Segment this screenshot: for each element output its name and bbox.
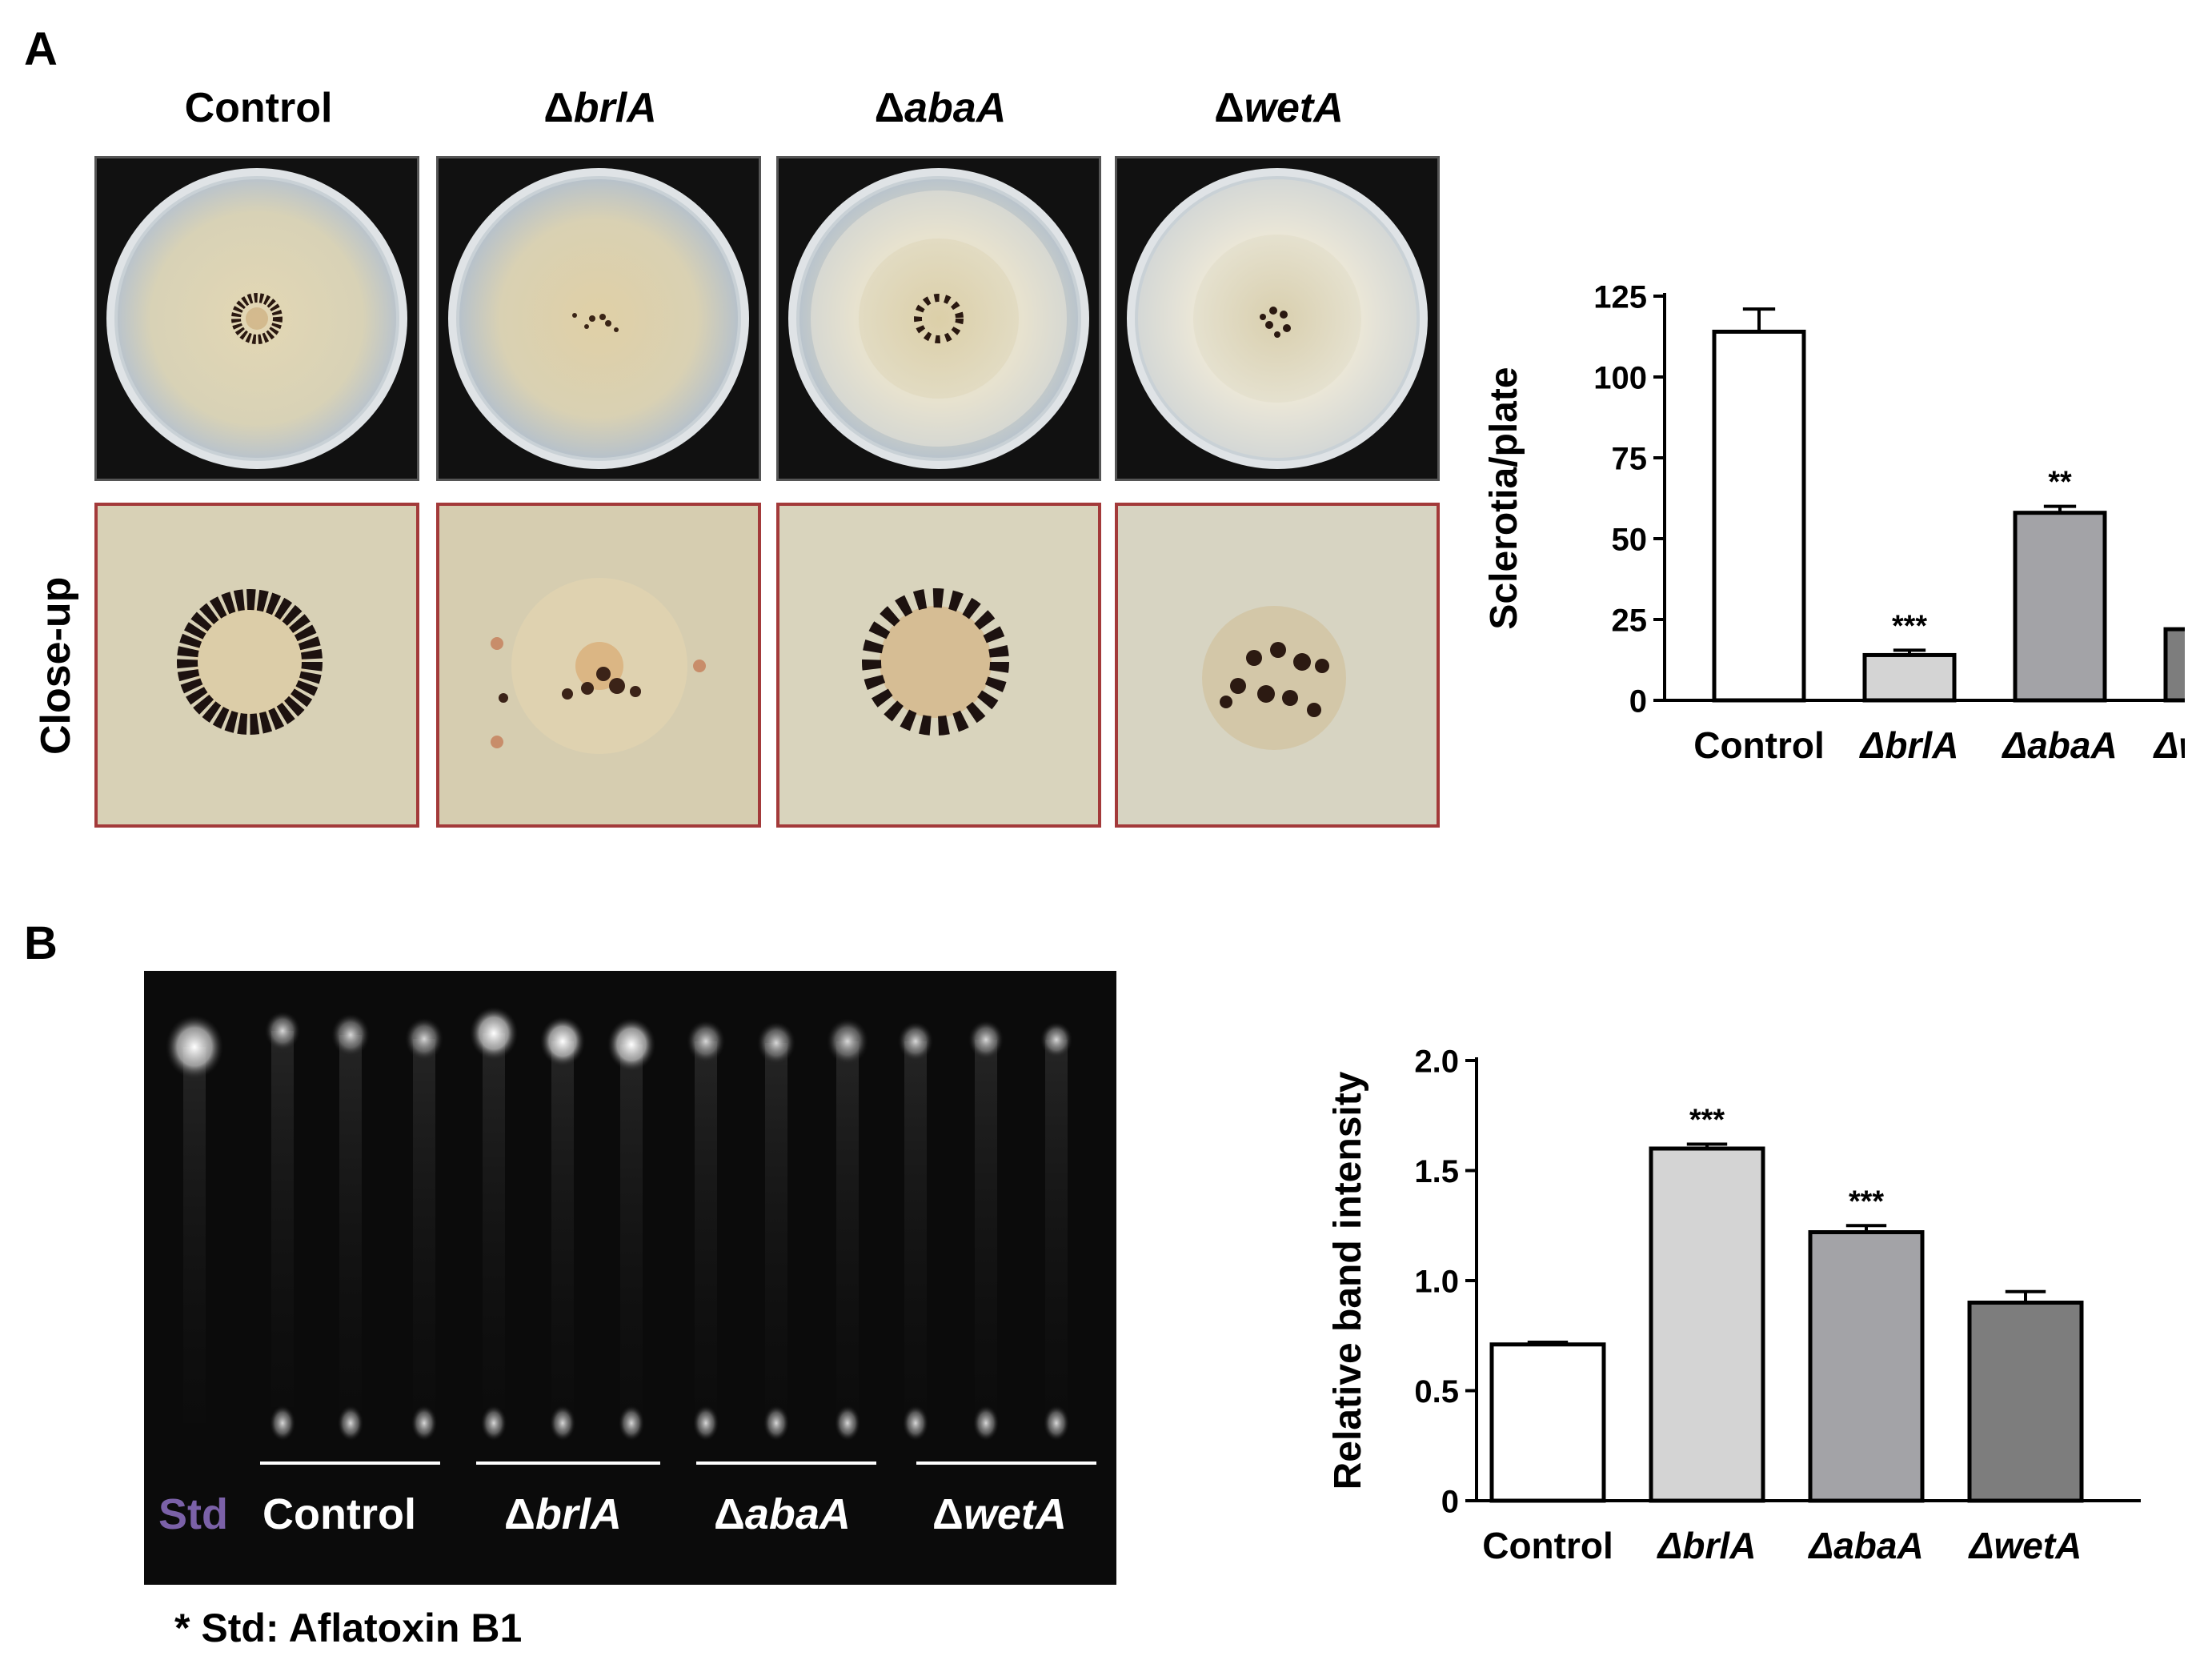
y-axis-label: Relative band intensity bbox=[1327, 1071, 1369, 1490]
tlc-lane-streak bbox=[975, 1040, 997, 1416]
y-tick-label: 75 bbox=[1612, 441, 1648, 476]
y-tick-label: 0 bbox=[1629, 684, 1647, 719]
tlc-spot bbox=[827, 1018, 868, 1065]
plate-photo-abaa bbox=[776, 156, 1101, 481]
sclerotia-bar-chart: 0 25 50 75 100 125 Sclerotia/plate Control *** Δb… bbox=[1483, 279, 2185, 766]
tlc-spot bbox=[470, 1007, 518, 1060]
x-category-label: ΔwetA bbox=[2153, 724, 2185, 766]
y-tick-label: 1.5 bbox=[1414, 1154, 1459, 1189]
plate-photo-brla bbox=[436, 156, 761, 481]
bar bbox=[1862, 652, 1957, 703]
tlc-lane-label-abaa: ΔabaA bbox=[714, 1490, 851, 1538]
significance-marker: *** bbox=[1689, 1103, 1725, 1137]
tlc-spot bbox=[607, 1018, 655, 1071]
x-category-label: ΔabaA bbox=[2001, 724, 2117, 766]
tlc-lane-label-brla: ΔbrlA bbox=[504, 1490, 622, 1538]
y-tick-label: 125 bbox=[1593, 279, 1647, 315]
bar bbox=[1712, 329, 1806, 703]
closeup-photo-weta bbox=[1115, 503, 1440, 828]
tlc-spot bbox=[405, 1017, 443, 1061]
tlc-lane-streak bbox=[271, 1031, 294, 1407]
tlc-lane-streak bbox=[551, 1041, 574, 1417]
tlc-origin-spot bbox=[763, 1405, 789, 1441]
tlc-lane-streak bbox=[836, 1041, 859, 1417]
tlc-spot bbox=[968, 1020, 1004, 1060]
tlc-spot bbox=[265, 1011, 300, 1051]
x-category-label: ΔbrlA bbox=[1657, 1525, 1757, 1561]
bar bbox=[1808, 1230, 1925, 1503]
y-tick-label: 50 bbox=[1612, 522, 1648, 557]
tlc-origin-spot bbox=[619, 1405, 644, 1441]
row-label-close-up: Close-up bbox=[33, 576, 79, 755]
bar bbox=[1489, 1342, 1606, 1503]
y-tick-label: 25 bbox=[1612, 603, 1648, 638]
x-category-label: ΔwetA bbox=[1968, 1525, 2082, 1561]
tlc-origin-spot bbox=[1044, 1405, 1069, 1441]
tlc-spot bbox=[1040, 1022, 1072, 1057]
panel-a-letter: A bbox=[24, 23, 58, 75]
y-tick-label: 2.0 bbox=[1414, 1044, 1459, 1079]
tlc-origin-spot bbox=[270, 1405, 295, 1441]
y-axis-label: Sclerotia/plate bbox=[1483, 367, 1525, 629]
bar bbox=[1649, 1146, 1765, 1503]
plate-photo-weta bbox=[1115, 156, 1440, 481]
column-label-brla: ΔbrlA bbox=[543, 85, 657, 131]
tlc-lane-streak bbox=[1045, 1040, 1068, 1416]
plate-photo-control bbox=[94, 156, 419, 481]
closeup-photo-abaa bbox=[776, 503, 1101, 828]
tlc-spot bbox=[331, 1013, 370, 1057]
tlc-lane-streak bbox=[620, 1044, 643, 1421]
x-category-label: Control bbox=[1693, 724, 1825, 766]
tlc-spot bbox=[757, 1021, 795, 1065]
x-category-label: Control bbox=[1482, 1525, 1613, 1561]
tlc-lane-streak bbox=[695, 1041, 717, 1417]
footnote-std: * Std: Aflatoxin B1 bbox=[174, 1606, 523, 1650]
tlc-std-label: Std bbox=[158, 1490, 228, 1538]
tlc-lane-streak bbox=[904, 1041, 927, 1417]
closeup-photo-brla bbox=[436, 503, 761, 828]
tlc-lane-streak bbox=[183, 1047, 206, 1423]
tlc-plate-image: Std Control ΔbrlA ΔabaA ΔwetA bbox=[144, 971, 1116, 1585]
tlc-lane-label-weta: ΔwetA bbox=[932, 1490, 1067, 1538]
tlc-lane-streak bbox=[339, 1035, 362, 1411]
tlc-origin-spot bbox=[973, 1405, 999, 1441]
column-label-weta: ΔwetA bbox=[1214, 85, 1344, 131]
column-label-abaa: ΔabaA bbox=[874, 85, 1007, 131]
y-tick-label: 1.0 bbox=[1414, 1264, 1459, 1299]
tlc-lane-streak bbox=[413, 1039, 435, 1415]
tlc-spot bbox=[898, 1021, 933, 1061]
y-tick-label: 0 bbox=[1441, 1484, 1459, 1519]
tlc-spot bbox=[687, 1020, 725, 1063]
x-category-label: ΔbrlA bbox=[1859, 724, 1959, 766]
tlc-origin-spot bbox=[903, 1405, 928, 1441]
significance-marker: *** bbox=[1892, 608, 1927, 642]
panel-b-letter: B bbox=[24, 917, 58, 969]
bar bbox=[2163, 627, 2185, 703]
y-tick-label: 0.5 bbox=[1414, 1374, 1459, 1409]
tlc-lane-streak bbox=[765, 1043, 787, 1419]
x-category-label: ΔabaA bbox=[1807, 1525, 1923, 1561]
tlc-origin-spot bbox=[411, 1405, 437, 1441]
tlc-origin-spot bbox=[835, 1405, 860, 1441]
tlc-lane-label-control: Control bbox=[262, 1490, 416, 1538]
significance-marker: *** bbox=[1849, 1184, 1884, 1217]
tlc-spot bbox=[166, 1015, 223, 1079]
significance-marker: ** bbox=[2048, 465, 2072, 499]
column-label-control: Control bbox=[184, 85, 333, 131]
bar bbox=[1967, 1301, 2084, 1503]
tlc-spot bbox=[540, 1016, 585, 1066]
tlc-lane-streak bbox=[483, 1033, 505, 1409]
tlc-origin-spot bbox=[693, 1405, 719, 1441]
tlc-origin-spot bbox=[481, 1405, 507, 1441]
y-tick-label: 100 bbox=[1593, 360, 1647, 395]
tlc-origin-spot bbox=[338, 1405, 363, 1441]
band-intensity-bar-chart: 0 0.5 1.0 1.5 2.0 Relative band intensity Cont… bbox=[1327, 1044, 2141, 1561]
closeup-photo-control bbox=[94, 503, 419, 828]
tlc-origin-spot bbox=[550, 1405, 575, 1441]
bar bbox=[2013, 511, 2107, 703]
